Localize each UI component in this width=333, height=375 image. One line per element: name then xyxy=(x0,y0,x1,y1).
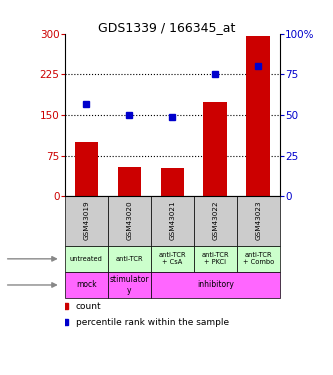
Text: anti-TCR
+ Combo: anti-TCR + Combo xyxy=(243,252,274,266)
Bar xyxy=(75,142,98,196)
Bar xyxy=(237,246,280,272)
Text: GSM43021: GSM43021 xyxy=(169,200,175,240)
Text: untreated: untreated xyxy=(70,256,103,262)
Bar xyxy=(237,196,280,246)
Bar xyxy=(203,102,227,196)
Bar xyxy=(65,246,108,272)
Bar xyxy=(118,166,141,196)
Bar xyxy=(194,246,237,272)
Bar xyxy=(161,168,184,196)
Bar xyxy=(246,36,270,197)
Text: stimulator
y: stimulator y xyxy=(110,275,149,295)
Text: GSM43020: GSM43020 xyxy=(126,200,133,240)
Bar xyxy=(151,272,280,298)
Bar xyxy=(151,246,194,272)
Bar xyxy=(65,196,108,246)
Bar xyxy=(108,272,151,298)
Text: GSM43023: GSM43023 xyxy=(255,200,261,240)
Bar xyxy=(108,196,151,246)
Bar xyxy=(151,196,194,246)
Text: mock: mock xyxy=(76,280,97,290)
Text: inhibitory: inhibitory xyxy=(197,280,234,290)
Text: GDS1339 / 166345_at: GDS1339 / 166345_at xyxy=(98,21,235,34)
Text: percentile rank within the sample: percentile rank within the sample xyxy=(76,318,229,327)
Bar xyxy=(108,246,151,272)
Text: anti-TCR
+ CsA: anti-TCR + CsA xyxy=(159,252,186,266)
Text: GSM43022: GSM43022 xyxy=(212,200,218,240)
Text: anti-TCR: anti-TCR xyxy=(116,256,143,262)
Text: count: count xyxy=(76,302,101,310)
Bar xyxy=(65,272,108,298)
Text: GSM43019: GSM43019 xyxy=(83,200,90,240)
Text: anti-TCR
+ PKCi: anti-TCR + PKCi xyxy=(201,252,229,266)
Bar xyxy=(194,196,237,246)
